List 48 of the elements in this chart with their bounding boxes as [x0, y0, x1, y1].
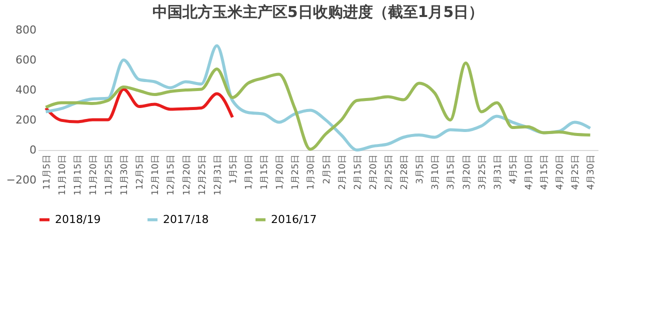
x-tick-label: 3月5日	[416, 154, 426, 184]
x-tick-label: 3月15日	[446, 154, 457, 190]
x-tick-label: 12月10日	[151, 154, 162, 196]
line-series	[44, 62, 592, 151]
x-tick-label: 1月30日	[306, 154, 317, 190]
x-tick-label: 3月25日	[478, 154, 488, 190]
x-tick-label: 2月25日	[384, 154, 394, 190]
x-tick-label: 12月20日	[182, 154, 192, 196]
y-tick-label: 600	[16, 54, 36, 66]
x-tick-label: 3月10日	[431, 154, 442, 190]
x-tick-label: 11月20日	[88, 154, 99, 196]
x-tick-label: 12月15日	[166, 154, 177, 196]
y-tick-label: 200	[16, 114, 36, 126]
legend-label: 2017/18	[163, 212, 209, 226]
x-tick-label: 11月15日	[73, 154, 84, 196]
x-tick-label: 3月31日	[493, 154, 504, 190]
x-tick-label: 12月5日	[136, 154, 146, 190]
x-tick-label: 3月20日	[462, 154, 472, 190]
x-tick-label: 11月30日	[120, 154, 130, 196]
x-tick-label: 2月5日	[322, 154, 332, 184]
x-tick-label: 12月31日	[213, 154, 224, 196]
y-tick-label: 0	[30, 144, 36, 156]
x-tick-label: 4月15日	[540, 154, 550, 190]
x-tick-label: 1月10日	[244, 154, 254, 190]
x-tick-label: 4月25日	[571, 154, 582, 190]
x-tick-label: 1月20日	[276, 154, 286, 190]
legend-label: 2018/19	[55, 212, 101, 226]
chart-title: 中国北方玉米主产区5日收购进度（截至1月5日）	[152, 3, 484, 21]
x-tick-label: 4月20日	[556, 154, 566, 190]
x-tick-label: 11月10日	[58, 154, 68, 196]
x-tick-label: 1月25日	[291, 154, 302, 190]
x-tick-label: 1月5日	[228, 154, 239, 184]
x-tick-label: 2月28日	[400, 154, 410, 190]
x-tick-label: 11月5日	[42, 154, 52, 190]
x-tick-label: 1月15日	[260, 154, 270, 190]
x-tick-label: 2月10日	[338, 154, 348, 190]
x-tick-label: 2月15日	[353, 154, 364, 190]
x-tick-label: 11月25日	[104, 154, 114, 196]
y-tick-label: −200	[6, 174, 36, 186]
x-tick-label: 4月30日	[586, 154, 597, 190]
x-tick-label: 4月5日	[508, 154, 519, 184]
x-tick-label: 2月20日	[368, 154, 379, 190]
y-tick-label: 400	[16, 84, 36, 96]
line-series	[44, 88, 234, 124]
x-tick-label: 12月25日	[198, 154, 208, 196]
legend-label: 2016/17	[271, 212, 317, 226]
y-tick-label: 800	[16, 24, 36, 36]
x-tick-label: 4月10日	[524, 154, 534, 190]
